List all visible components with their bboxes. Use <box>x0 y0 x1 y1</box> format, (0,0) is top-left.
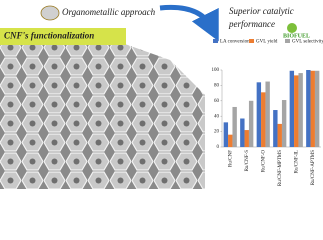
legend-swatch <box>249 39 254 43</box>
x-tick-label: Ru/CNF-S <box>245 150 250 172</box>
performance-label: performance <box>228 19 275 29</box>
label-box <box>0 28 126 45</box>
bar <box>265 81 270 147</box>
x-tick-label: Ru/CNF-IL <box>294 150 299 173</box>
cnf-image <box>0 44 210 189</box>
arrow <box>159 4 219 42</box>
functionalization-label: CNF's functionalization <box>4 31 94 41</box>
legend-swatch <box>285 39 290 43</box>
bar <box>228 134 233 147</box>
legend-label: GVL yield <box>256 40 278 45</box>
bar <box>306 70 311 147</box>
bar <box>277 123 282 147</box>
x-tick-label: Ru/CNF-APTMS <box>311 150 316 186</box>
bar <box>240 118 245 147</box>
x-tick-label: Ru/CNF-MPTMS <box>278 150 283 186</box>
bar <box>289 70 295 147</box>
y-tick-label: 80 <box>214 84 220 89</box>
graphical-abstract: CNF's functionalization Organometallic a… <box>0 4 323 189</box>
bar <box>261 92 266 147</box>
bar <box>281 100 287 147</box>
logo-icon <box>287 23 297 33</box>
y-tick-label: 60 <box>214 99 220 104</box>
x-tick-label: Ru/CNF <box>228 150 233 167</box>
bar <box>298 73 303 147</box>
logo-text: BIOFUEL <box>283 33 310 39</box>
bar <box>256 82 262 147</box>
bar <box>244 130 249 147</box>
bar <box>232 106 237 147</box>
bar <box>294 75 299 147</box>
legend-label: LA conversion <box>220 40 250 45</box>
y-tick-label: 100 <box>212 68 220 73</box>
legend-swatch <box>213 39 218 43</box>
approach-label: Organometallic approach <box>62 7 156 17</box>
bar <box>248 100 254 147</box>
performance-label: Superior catalytic <box>229 6 294 16</box>
y-tick-label: 40 <box>214 114 220 119</box>
bar <box>223 122 229 147</box>
bar <box>273 110 278 147</box>
x-tick-label: Ru/CNF-O <box>261 150 266 173</box>
y-tick-label: 20 <box>214 130 220 135</box>
y-tick-label: 0 <box>217 145 220 150</box>
bar <box>314 70 320 147</box>
legend-label: GVL selectivity <box>292 40 323 45</box>
icon <box>40 5 60 21</box>
bar <box>310 70 315 147</box>
